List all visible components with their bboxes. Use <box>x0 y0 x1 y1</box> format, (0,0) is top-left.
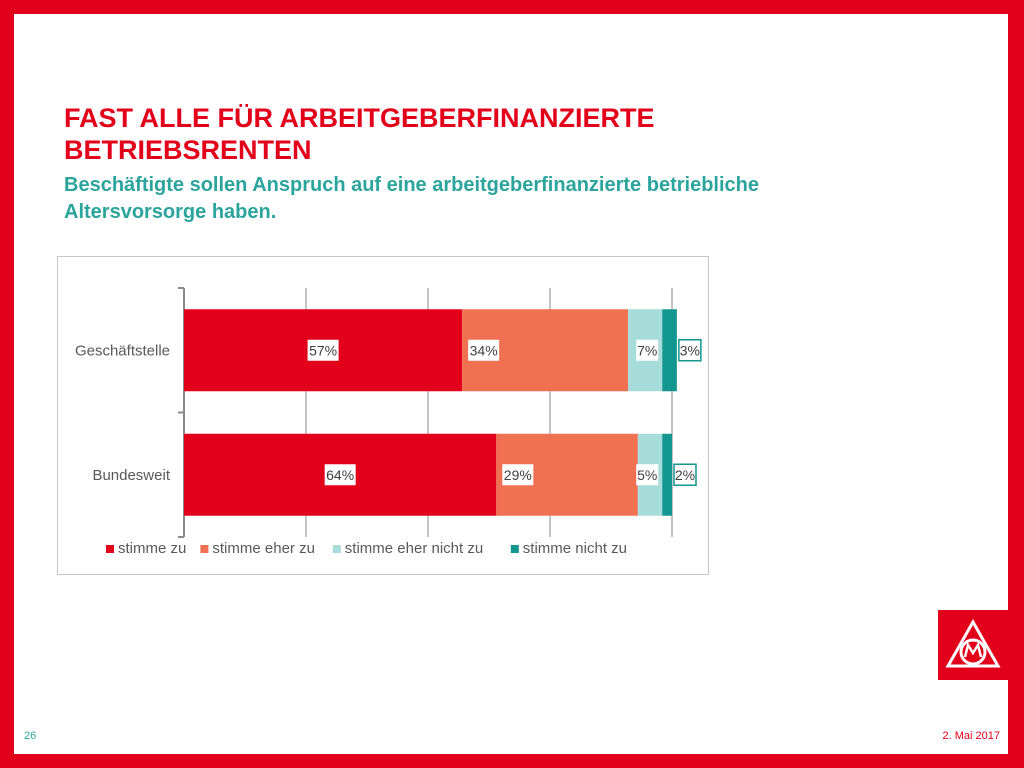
page-number: 26 <box>24 730 36 742</box>
slide-title: FAST ALLE FÜR ARBEITGEBERFINANZIERTE BET… <box>64 102 824 166</box>
data-label: 57% <box>309 342 337 358</box>
legend-label: stimme nicht zu <box>523 540 627 557</box>
data-label: 7% <box>637 342 657 358</box>
legend-label: stimme eher zu <box>212 540 315 557</box>
chart-frame: Geschäftstelle 57% 34% 7% 3% Bundesweit 64% 29%… <box>57 256 709 575</box>
stacked-bar-chart: Geschäftstelle 57% 34% 7% 3% Bundesweit 64% 29%… <box>58 257 708 574</box>
slide-subtitle: Beschäftigte sollen Anspruch auf eine ar… <box>64 172 884 226</box>
legend-swatch <box>106 545 114 553</box>
legend-swatch <box>200 545 208 553</box>
slide-date: 2. Mai 2017 <box>943 730 1000 742</box>
data-label: 34% <box>470 342 498 358</box>
bar-segment <box>662 434 672 516</box>
legend-label: stimme eher nicht zu <box>345 540 483 557</box>
slide: FAST ALLE FÜR ARBEITGEBERFINANZIERTE BET… <box>14 14 1008 754</box>
data-label: 5% <box>637 467 657 483</box>
category-label: Geschäftstelle <box>75 342 170 359</box>
data-label: 29% <box>504 467 532 483</box>
legend-swatch <box>333 545 341 553</box>
legend-swatch <box>511 545 519 553</box>
data-label: 64% <box>326 467 354 483</box>
data-label: 3% <box>680 342 700 358</box>
bar-segment <box>662 309 677 391</box>
legend-label: stimme zu <box>118 540 186 557</box>
igm-logo-icon <box>938 610 1008 680</box>
category-label: Bundesweit <box>92 467 170 484</box>
data-label: 2% <box>675 467 695 483</box>
